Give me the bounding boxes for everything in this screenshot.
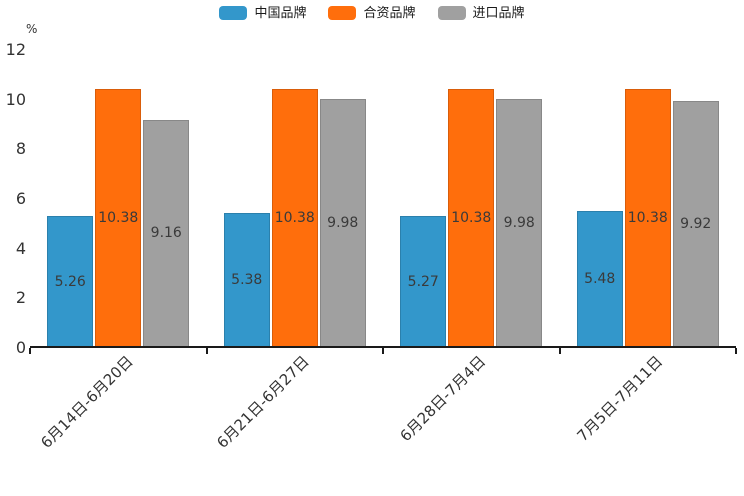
legend-item-2[interactable]: 进口品牌	[437, 5, 525, 21]
bar-series2-group3	[672, 100, 719, 347]
legend: 中国品牌 合资品牌 进口品牌	[0, 6, 744, 20]
value-label: 5.27	[407, 273, 439, 290]
value-label: 9.98	[327, 215, 359, 232]
y-axis-tick-label: 10	[5, 89, 26, 109]
x-axis-line	[30, 346, 736, 348]
x-axis-tick	[29, 348, 31, 354]
value-label: 5.48	[584, 270, 616, 287]
value-label: 10.38	[274, 210, 315, 227]
y-axis-tick-label: 12	[5, 40, 26, 60]
value-label: 10.38	[451, 210, 492, 227]
y-axis-tick-label: 8	[15, 139, 26, 159]
legend-swatch-icon	[328, 6, 357, 20]
bar-series2-group0	[143, 119, 190, 347]
y-axis-tick-label: 0	[15, 338, 26, 357]
x-axis-tick	[558, 348, 561, 354]
y-axis-unit-label: %	[26, 22, 38, 36]
bar-series1-group0	[95, 89, 142, 347]
x-axis-tick	[205, 348, 208, 354]
y-axis-tick-label: 6	[15, 189, 26, 209]
legend-item-1[interactable]: 合资品牌	[328, 5, 416, 21]
bar-series0-group1	[223, 213, 270, 347]
legend-swatch-icon	[219, 6, 248, 20]
x-axis-tick	[735, 348, 737, 354]
y-axis-tick-label: 4	[15, 238, 26, 258]
value-label: 5.26	[54, 273, 86, 290]
x-axis-category-label: 6月28日-7月4日	[396, 352, 490, 446]
legend-swatch-icon	[437, 6, 466, 20]
value-label: 10.38	[627, 210, 668, 227]
legend-item-0[interactable]: 中国品牌	[219, 6, 306, 20]
value-label: 9.98	[503, 215, 535, 232]
bar-series1-group2	[448, 89, 495, 347]
value-label: 10.38	[98, 210, 139, 227]
bar-series2-group1	[319, 99, 366, 347]
x-axis-category-label: 7月5日-7月11日	[573, 352, 666, 446]
x-axis-category-label: 6月21日-6月27日	[213, 352, 313, 452]
legend-label: 进口品牌	[472, 5, 525, 21]
bar-series0-group0	[47, 216, 94, 347]
value-label: 9.92	[680, 215, 712, 232]
value-label: 5.38	[231, 272, 263, 289]
x-axis-tick	[382, 348, 384, 354]
legend-label: 合资品牌	[363, 5, 416, 21]
bar-series0-group2	[400, 216, 447, 347]
y-axis-tick-label: 2	[15, 288, 26, 308]
legend-label: 中国品牌	[254, 5, 307, 21]
value-label: 9.16	[150, 225, 182, 242]
bar-series1-group3	[624, 89, 671, 347]
bar-series0-group3	[576, 210, 623, 347]
x-axis-category-label: 6月14日-6月20日	[36, 352, 137, 452]
bar-series1-group1	[271, 89, 318, 347]
bar-series2-group2	[496, 99, 543, 347]
